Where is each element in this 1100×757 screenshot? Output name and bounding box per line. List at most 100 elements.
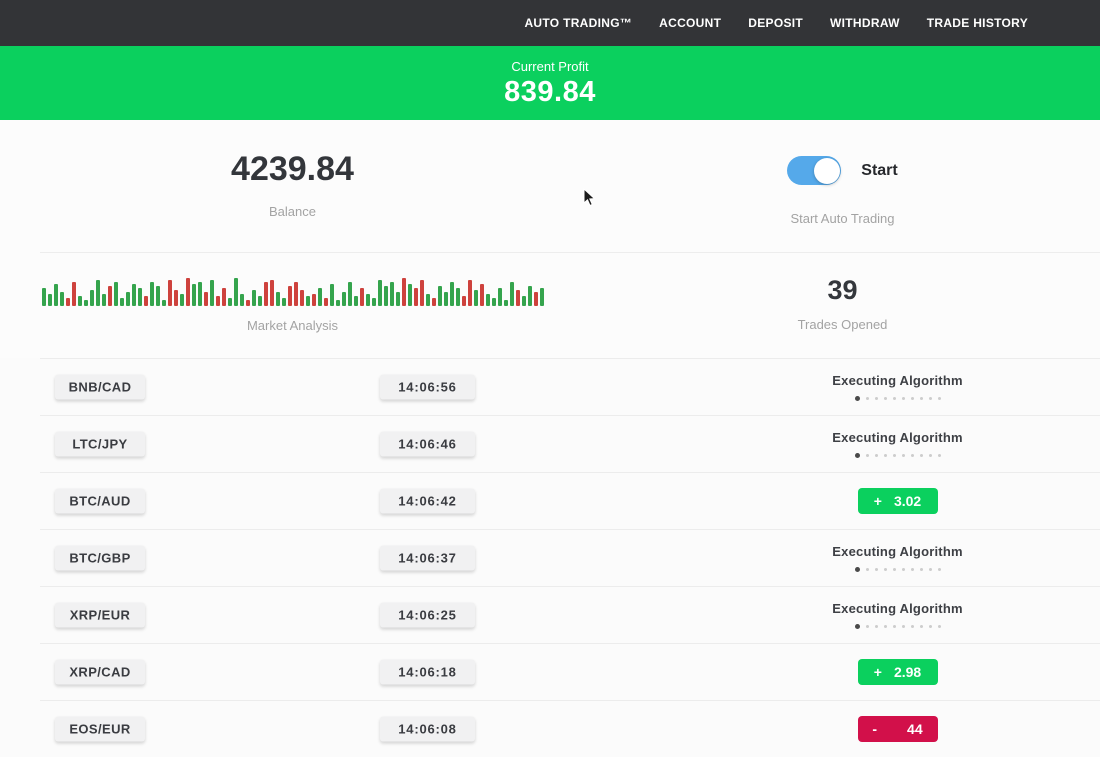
candle-bar-down xyxy=(203,292,208,306)
candle-bar-up xyxy=(449,282,454,306)
candle-bar-up xyxy=(377,280,382,306)
executing-algorithm-label: Executing Algorithm xyxy=(832,373,963,388)
nav-item-trade-history[interactable]: TRADE HISTORY xyxy=(926,16,1028,30)
candle-bar-down xyxy=(413,288,418,306)
candle-bar-up xyxy=(41,288,46,306)
candle-bar-up xyxy=(59,292,64,306)
pair-badge[interactable]: EOS/EUR xyxy=(55,716,145,742)
candle-bar-up xyxy=(389,282,394,306)
time-badge: 14:06:37 xyxy=(380,545,475,571)
pair-badge[interactable]: BTC/AUD xyxy=(55,488,145,514)
pair-badge[interactable]: BNB/CAD xyxy=(55,374,145,400)
trade-status-cell: - 44 xyxy=(790,716,1005,742)
candle-bar-down xyxy=(431,298,436,306)
progress-dots-icon xyxy=(854,567,941,572)
pair-badge[interactable]: LTC/JPY xyxy=(55,431,145,457)
auto-trading-block: Start Start Auto Trading xyxy=(585,152,1100,226)
candle-bar-up xyxy=(341,292,346,306)
candle-bar-up xyxy=(251,290,256,306)
table-row: BTC/AUD 14:06:42 +3.02 xyxy=(40,472,1100,529)
candle-bar-down xyxy=(293,282,298,306)
time-badge: 14:06:46 xyxy=(380,431,475,457)
candle-bar-up xyxy=(437,286,442,306)
candle-bar-up xyxy=(305,296,310,306)
candle-bar-up xyxy=(47,294,52,306)
candle-bar-down xyxy=(419,280,424,306)
table-row: BNB/CAD 14:06:56 Executing Algorithm xyxy=(40,358,1100,415)
candle-bar-down xyxy=(263,282,268,306)
candle-bar-up xyxy=(497,288,502,306)
time-badge: 14:06:25 xyxy=(380,602,475,628)
nav-item-deposit[interactable]: DEPOSIT xyxy=(748,16,804,30)
auto-trading-toggle[interactable] xyxy=(787,156,842,185)
current-profit-label: Current Profit xyxy=(511,58,589,74)
profit-badge: +2.98 xyxy=(857,659,938,685)
candle-bar-up xyxy=(335,300,340,306)
candle-bar-up xyxy=(257,296,262,306)
nav-item-auto-trading[interactable]: AUTO TRADING™ xyxy=(524,16,633,30)
candle-bar-up xyxy=(89,290,94,306)
executing-algorithm-label: Executing Algorithm xyxy=(832,430,963,445)
trade-status-cell: Executing Algorithm xyxy=(790,544,1005,572)
candle-bar-up xyxy=(395,292,400,306)
candle-bar-up xyxy=(329,284,334,306)
candle-bar-down xyxy=(479,284,484,306)
candle-bar-up xyxy=(77,296,82,306)
candle-bar-down xyxy=(71,282,76,306)
candle-bar-up xyxy=(125,292,130,306)
nav-item-account[interactable]: ACCOUNT xyxy=(659,16,722,30)
time-badge: 14:06:18 xyxy=(380,659,475,685)
candle-bar-up xyxy=(347,282,352,306)
candle-bar-up xyxy=(527,286,532,306)
candle-bar-up xyxy=(443,292,448,306)
trade-status-cell: +3.02 xyxy=(790,488,1005,514)
balance-block: 4239.84 Balance xyxy=(0,152,585,226)
profit-badge: +3.02 xyxy=(857,488,938,514)
candle-bar-up xyxy=(209,280,214,306)
candle-bar-down xyxy=(215,296,220,306)
pair-badge[interactable]: XRP/CAD xyxy=(55,659,145,685)
result-value: 3.02 xyxy=(893,493,922,509)
candle-bar-down xyxy=(461,296,466,306)
trade-status-cell: Executing Algorithm xyxy=(790,601,1005,629)
pair-badge[interactable]: XRP/EUR xyxy=(55,602,145,628)
candle-bar-down xyxy=(173,290,178,306)
candle-bar-down xyxy=(221,288,226,306)
overview-section: 4239.84 Balance Start Start Auto Trading… xyxy=(0,120,1100,358)
top-navbar: AUTO TRADING™ ACCOUNT DEPOSIT WITHDRAW TRADE… xyxy=(0,0,1100,46)
candle-bar-down xyxy=(65,298,70,306)
candle-bar-up xyxy=(149,282,154,306)
candle-bar-down xyxy=(269,280,274,306)
candle-bar-up xyxy=(521,296,526,306)
pair-badge[interactable]: BTC/GBP xyxy=(55,545,145,571)
trade-status-cell: +2.98 xyxy=(790,659,1005,685)
candle-bar-up xyxy=(383,286,388,306)
candle-bar-up xyxy=(137,288,142,306)
trade-status-cell: Executing Algorithm xyxy=(790,373,1005,401)
candle-bar-up xyxy=(425,294,430,306)
candle-bar-up xyxy=(473,290,478,306)
candle-bar-up xyxy=(365,294,370,306)
candle-bar-down xyxy=(299,290,304,306)
candle-bar-up xyxy=(407,284,412,306)
candle-bar-up xyxy=(101,294,106,306)
candle-bar-down xyxy=(515,290,520,306)
candle-bar-up xyxy=(227,298,232,306)
result-value: 2.98 xyxy=(893,664,922,680)
trades-list: BNB/CAD 14:06:56 Executing Algorithm LTC… xyxy=(0,358,1100,757)
candle-bar-down xyxy=(467,280,472,306)
candle-bar-down xyxy=(287,286,292,306)
candle-bar-up xyxy=(113,282,118,306)
auto-trading-caption: Start Auto Trading xyxy=(790,211,895,226)
candle-bar-up xyxy=(491,298,496,306)
progress-dots-icon xyxy=(854,624,941,629)
nav-item-withdraw[interactable]: WITHDRAW xyxy=(830,16,900,30)
loss-badge: - 44 xyxy=(857,716,938,742)
progress-dots-icon xyxy=(854,396,941,401)
result-sign: - xyxy=(872,721,878,737)
candle-bar-up xyxy=(95,280,100,306)
market-analysis-chart xyxy=(41,274,544,306)
candle-bar-up xyxy=(233,278,238,306)
result-sign: + xyxy=(873,493,882,509)
balance-value: 4239.84 xyxy=(231,150,354,188)
